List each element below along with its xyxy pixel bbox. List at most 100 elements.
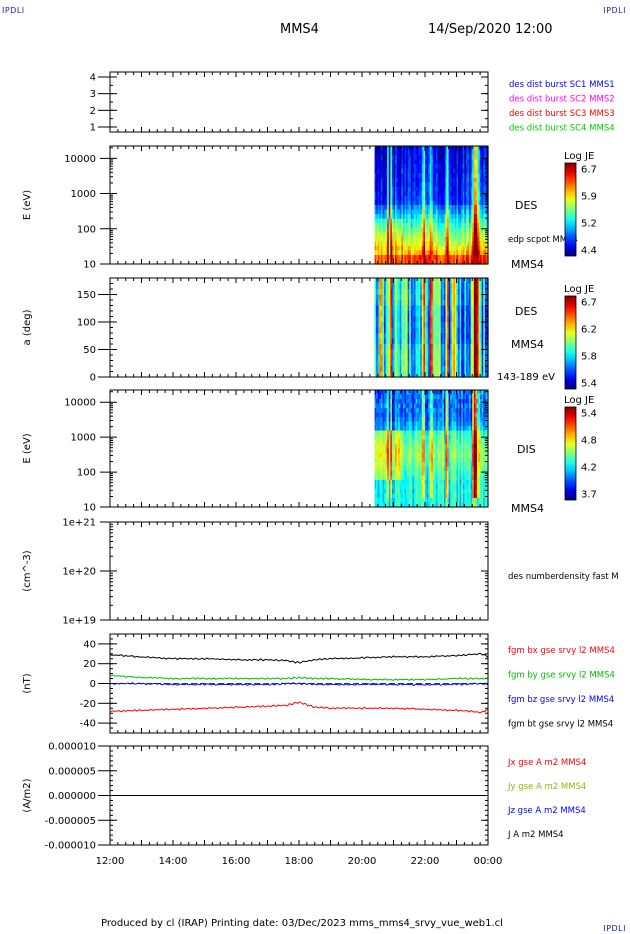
panel2-colorbar-title: Log JE bbox=[564, 151, 594, 162]
panel3-colorbar bbox=[564, 295, 577, 390]
panel1-y-ticks bbox=[110, 76, 488, 128]
panel2-spectrogram bbox=[374, 146, 489, 265]
panel2-tick-label: 100 bbox=[77, 224, 96, 235]
x-tick-label: 12:00 bbox=[96, 856, 125, 867]
panel3-tick-label: 50 bbox=[83, 345, 96, 356]
panel1-legend-entry: des dist burst SC1 MMS1 bbox=[509, 80, 615, 90]
panel4-y-ticks bbox=[110, 391, 488, 497]
panel5-ylabel: (cm^-3) bbox=[22, 550, 33, 591]
panel2-tick-label: 10 bbox=[83, 260, 96, 271]
panel6-ylabel: (nT) bbox=[22, 673, 33, 693]
panel6-series-line bbox=[109, 682, 489, 687]
panel2-spacecraft-label: MMS4 bbox=[511, 258, 544, 271]
panel1-legend-entry: des dist burst SC3 MMS3 bbox=[509, 109, 615, 119]
time-ticks bbox=[109, 390, 489, 507]
panel1-tick-label: 1 bbox=[90, 123, 96, 134]
panel7-legend-entry: Jx gse A m2 MMS4 bbox=[507, 758, 586, 768]
panel7-legend-entry: J A m2 MMS4 bbox=[507, 830, 564, 840]
panel4-colorbar-tick: 3.7 bbox=[581, 490, 597, 501]
time-ticks bbox=[109, 146, 489, 264]
panel4-colorbar-tick: 4.2 bbox=[581, 463, 597, 474]
panel4-tick-label: 10000 bbox=[64, 398, 96, 409]
x-tick-label: 20:00 bbox=[348, 856, 377, 867]
panel4-ylabel: E (eV) bbox=[22, 433, 33, 463]
panel1-frame bbox=[109, 71, 489, 133]
panel5-y-ticks bbox=[110, 523, 488, 606]
panel7-tick-label: -0.000005 bbox=[45, 816, 96, 827]
time-ticks bbox=[109, 522, 489, 620]
panel4-colorbar-tick: 5.4 bbox=[581, 409, 597, 420]
panel7-legend-entry: Jz gse A m2 MMS4 bbox=[507, 806, 586, 816]
panel3-colorbar-tick: 6.2 bbox=[581, 325, 597, 336]
panel2-instrument-label: DES bbox=[515, 199, 537, 212]
panel4-colorbar-tick: 4.8 bbox=[581, 436, 597, 447]
x-tick-label: 14:00 bbox=[159, 856, 188, 867]
panel3-ylabel: a (deg) bbox=[22, 309, 33, 345]
x-tick-label: 00:00 bbox=[474, 856, 503, 867]
panel6-tick-label: 0 bbox=[90, 679, 96, 690]
panel1-legend-entry: des dist burst SC2 MMS2 bbox=[509, 95, 615, 105]
panel6-tick-label: 40 bbox=[83, 639, 96, 650]
corner-label-top-right: IPDLI bbox=[603, 6, 626, 15]
x-tick-label: 16:00 bbox=[222, 856, 251, 867]
panel2-colorbar-tick: 5.9 bbox=[581, 192, 597, 203]
panel2-tick-label: 1000 bbox=[71, 189, 96, 200]
panel4-colorbar-title: Log JE bbox=[564, 395, 594, 406]
x-tick-label: 22:00 bbox=[411, 856, 440, 867]
panel5-tick-label: 1e+20 bbox=[62, 567, 96, 578]
panel3-energy-label: 143-189 eV bbox=[497, 372, 555, 383]
panel3-tick-label: 150 bbox=[77, 290, 96, 301]
panel7-ylabel: (A/m2) bbox=[22, 778, 33, 812]
panel4-tick-label: 1000 bbox=[71, 433, 96, 444]
panel7-tick-label: 0.000005 bbox=[48, 766, 96, 777]
footer-credit: Produced by cl (IRAP) Printing date: 03/… bbox=[101, 918, 503, 929]
panel6-legend-entry: fgm bz gse srvy l2 MMS4 bbox=[508, 695, 614, 705]
panel6-series-line bbox=[109, 701, 489, 714]
panel6-tick-label: -20 bbox=[80, 699, 96, 710]
panel3-colorbar-tick: 5.4 bbox=[581, 379, 597, 390]
time-ticks bbox=[109, 278, 489, 377]
panel7-tick-label: 0.000000 bbox=[48, 791, 96, 802]
panel4-colorbar bbox=[564, 406, 577, 501]
panel1-legend-entry: des dist burst SC4 MMS4 bbox=[509, 124, 615, 134]
panel6-tick-label: -40 bbox=[80, 719, 96, 730]
panel3-colorbar-tick: 5.8 bbox=[581, 352, 597, 363]
panel3-colorbar-title: Log JE bbox=[564, 284, 594, 295]
time-ticks bbox=[109, 746, 489, 845]
panel6-series-line bbox=[109, 674, 489, 681]
panel5-tick-label: 1e+21 bbox=[62, 518, 96, 529]
panel5-tick-label: 1e+19 bbox=[62, 616, 96, 627]
panel3-spectrogram bbox=[374, 278, 489, 378]
panel7-tick-label: -0.000010 bbox=[45, 841, 96, 852]
panel6-tick-label: 20 bbox=[83, 659, 96, 670]
time-ticks bbox=[109, 72, 489, 132]
corner-label-bottom-right: IPDLI bbox=[603, 924, 626, 933]
panel2-overlay-label: edp scpot MMS4 bbox=[508, 235, 578, 245]
panel5-frame bbox=[109, 521, 489, 621]
panel4-tick-label: 10 bbox=[83, 503, 96, 514]
panel3-instrument-label: DES bbox=[515, 305, 537, 318]
panel2-colorbar bbox=[564, 162, 577, 257]
panel1-tick-label: 2 bbox=[90, 106, 96, 117]
spacecraft-title: MMS4 bbox=[280, 22, 319, 37]
panel6-legend-entry: fgm bt gse srvy l2 MMS4 bbox=[508, 720, 613, 730]
panel2-tick-label: 10000 bbox=[64, 154, 96, 165]
panel3-tick-label: 100 bbox=[77, 318, 96, 329]
panel3-tick-label: 0 bbox=[90, 373, 96, 384]
panel6-legend-entry: fgm bx gse srvy l2 MMS4 bbox=[508, 646, 615, 656]
panel6-legend-entry: fgm by gse srvy l2 MMS4 bbox=[508, 671, 615, 681]
panel5-legend-entry: des numberdensity fast M bbox=[508, 572, 619, 582]
panel3-spacecraft-label: MMS4 bbox=[511, 338, 544, 351]
panel1-tick-label: 4 bbox=[90, 73, 96, 84]
panel2-ylabel: E (eV) bbox=[22, 190, 33, 220]
time-ticks bbox=[109, 634, 489, 733]
corner-label-top-left: IPDLI bbox=[2, 6, 25, 15]
panel7-legend-entry: Jy gse A m2 MMS4 bbox=[507, 782, 586, 792]
panel3-colorbar-tick: 6.7 bbox=[581, 298, 597, 309]
x-tick-label: 18:00 bbox=[285, 856, 314, 867]
panel2-colorbar-tick: 6.7 bbox=[581, 165, 597, 176]
panel2-colorbar-tick: 5.2 bbox=[581, 219, 597, 230]
panel2-colorbar-tick: 4.4 bbox=[581, 246, 597, 257]
panel1-tick-label: 3 bbox=[90, 89, 96, 100]
